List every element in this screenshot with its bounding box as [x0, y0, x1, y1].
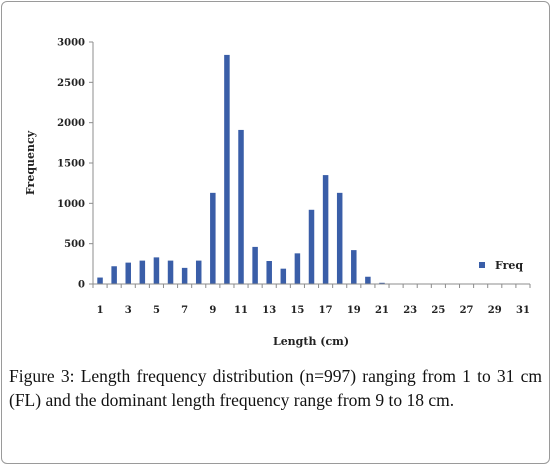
x-tick-label: 17 — [319, 305, 333, 316]
x-tick-label: 3 — [125, 305, 132, 316]
bar-length-7 — [181, 267, 188, 284]
x-tick-label: 13 — [262, 305, 276, 316]
caption-text: Length frequency distribution (n=997) ra… — [9, 366, 542, 410]
x-axis-title: Length (cm) — [273, 335, 349, 348]
bar-length-12 — [252, 246, 258, 284]
bar-chart: Frequency Length (cm) 0 500 1000 1500 2000 25… — [24, 38, 531, 348]
y-tick-label: 2000 — [57, 118, 85, 129]
y-axis: 0 500 1000 1500 2000 2500 3000 — [57, 38, 94, 291]
bar-length-8 — [195, 260, 202, 284]
bar-length-1 — [97, 277, 103, 284]
bar-length-3 — [125, 262, 131, 284]
bar-length-11 — [238, 129, 244, 284]
y-tick-label: 1500 — [57, 159, 85, 170]
x-tick-label: 7 — [181, 305, 188, 316]
bar-length-17 — [322, 175, 329, 284]
bar-length-18 — [336, 192, 343, 284]
bar-length-2 — [111, 266, 117, 284]
x-axis: 1 3 5 7 9 11 13 15 17 19 21 23 25 27 29 31 — [92, 284, 531, 316]
x-tick-label: 21 — [375, 305, 389, 316]
x-tick-label: 19 — [347, 305, 361, 316]
x-tick-label: 5 — [153, 305, 160, 316]
x-tick-label: 29 — [488, 305, 502, 316]
x-tick-label: 11 — [234, 305, 248, 316]
x-tick-label: 9 — [209, 305, 216, 316]
y-tick-label: 0 — [78, 280, 85, 291]
bar-series — [97, 54, 526, 285]
x-tick-label: 1 — [97, 305, 104, 316]
bar-length-13 — [266, 261, 272, 284]
bar-length-15 — [294, 253, 301, 284]
bar-length-20 — [365, 276, 371, 284]
x-tick-label: 25 — [431, 305, 445, 316]
bar-length-19 — [351, 250, 357, 284]
bar-length-21 — [379, 282, 385, 284]
y-tick-label: 3000 — [57, 38, 85, 49]
figure-caption: Figure 3: Length frequency distribution … — [9, 364, 542, 412]
bar-length-16 — [308, 209, 315, 284]
bar-length-10 — [224, 54, 230, 285]
bar-length-9 — [210, 192, 216, 284]
bar-length-6 — [167, 260, 174, 284]
legend: Freq — [479, 259, 523, 272]
y-tick-label: 2500 — [57, 78, 85, 89]
legend-swatch — [479, 262, 485, 268]
y-tick-label: 500 — [64, 239, 85, 250]
caption-label: Figure 3: — [9, 366, 75, 386]
x-tick-label: 15 — [290, 305, 304, 316]
bar-length-5 — [153, 257, 160, 284]
y-tick-label: 1000 — [57, 199, 85, 210]
y-axis-title: Frequency — [24, 130, 37, 195]
bar-length-4 — [139, 260, 146, 284]
x-tick-label: 31 — [516, 305, 530, 316]
x-tick-label: 27 — [460, 305, 474, 316]
legend-label: Freq — [495, 259, 523, 272]
bar-length-14 — [280, 268, 287, 284]
x-tick-label: 23 — [403, 305, 417, 316]
